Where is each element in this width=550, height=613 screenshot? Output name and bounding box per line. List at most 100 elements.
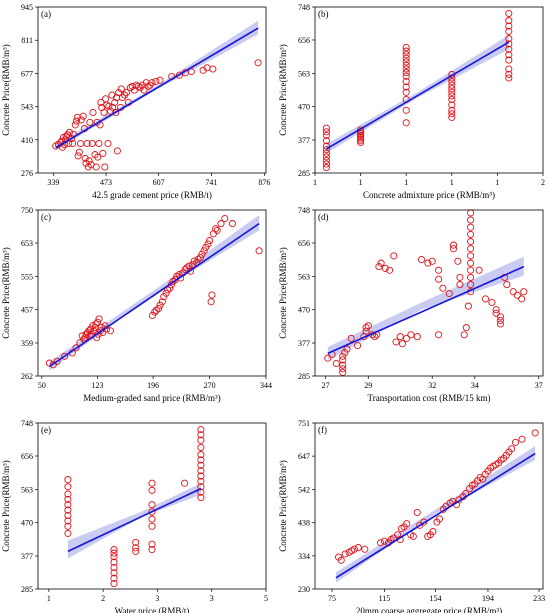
y-tick-label: 563 xyxy=(21,485,33,494)
data-point xyxy=(467,238,475,246)
data-point xyxy=(79,112,87,120)
data-point xyxy=(467,230,475,238)
y-tick-label: 750 xyxy=(21,206,33,215)
data-point xyxy=(454,257,462,265)
data-point xyxy=(505,9,513,18)
data-point xyxy=(402,65,410,73)
data-point xyxy=(339,365,347,373)
data-point xyxy=(413,508,421,517)
chart-panel-3: 50 123 196 270 344 262 359 457 555 653 750 (c) Mediu… xyxy=(1,206,272,403)
plot-frame xyxy=(37,422,267,590)
x-tick-label: 50 xyxy=(38,381,46,390)
x-tick-label: 1 xyxy=(359,178,363,187)
data-point xyxy=(64,495,72,503)
x-tick-label: 233 xyxy=(533,594,545,603)
data-point xyxy=(402,54,410,62)
data-point xyxy=(505,70,513,78)
data-point xyxy=(357,137,365,145)
regression-line xyxy=(67,487,202,553)
data-point xyxy=(148,479,156,487)
y-axis-label: Concrete Price(RMB/m³) xyxy=(1,460,11,551)
data-point xyxy=(448,92,456,100)
data-point xyxy=(169,277,177,285)
data-point xyxy=(357,138,365,147)
data-point xyxy=(175,71,184,79)
data-point xyxy=(398,340,406,348)
x-axis-label: 42.5 grade cement price (RMB/t) xyxy=(92,190,212,200)
data-point xyxy=(505,74,513,82)
data-point xyxy=(86,118,94,126)
data-point xyxy=(322,153,330,161)
data-point xyxy=(496,320,504,328)
x-tick-label: 473 xyxy=(100,178,112,187)
x-tick-label: 339 xyxy=(47,178,59,187)
y-axis-label: Concrete Price(RMB/m³) xyxy=(278,44,288,135)
y-tick-label: 470 xyxy=(298,103,310,112)
data-point xyxy=(209,65,217,73)
y-tick-label: 555 xyxy=(21,272,33,281)
data-point xyxy=(132,547,140,555)
data-point xyxy=(228,220,236,228)
data-point xyxy=(402,88,410,96)
y-axis-label: Concrete Price(RMB/m³) xyxy=(278,247,288,338)
data-point xyxy=(92,163,100,171)
data-point xyxy=(456,273,464,281)
data-point xyxy=(402,47,410,55)
data-point xyxy=(322,142,330,150)
data-point xyxy=(148,546,156,554)
data-point xyxy=(361,545,369,553)
data-point xyxy=(322,164,330,172)
data-point xyxy=(341,550,349,558)
data-point xyxy=(403,520,411,528)
data-point xyxy=(110,558,118,566)
x-tick-label: 29 xyxy=(364,381,372,390)
data-point xyxy=(339,361,347,369)
y-tick-label: 656 xyxy=(298,36,310,45)
panel-label: (c) xyxy=(41,212,51,222)
data-point xyxy=(505,27,513,35)
data-point xyxy=(402,61,410,69)
data-point xyxy=(132,544,140,552)
data-point xyxy=(357,135,365,143)
regression-line xyxy=(55,27,259,149)
data-point xyxy=(322,137,330,145)
data-point xyxy=(108,91,116,99)
data-point xyxy=(520,288,528,296)
confidence-band xyxy=(327,256,524,360)
y-tick-label: 647 xyxy=(298,452,310,461)
data-point xyxy=(343,345,351,353)
data-point xyxy=(148,508,156,516)
x-tick-label: 2 xyxy=(541,178,545,187)
data-point xyxy=(409,532,417,540)
data-point xyxy=(197,443,205,451)
y-tick-label: 457 xyxy=(21,306,33,315)
data-point xyxy=(208,291,216,299)
data-point xyxy=(189,260,197,268)
data-point xyxy=(322,124,330,132)
data-point xyxy=(467,273,475,281)
data-point xyxy=(72,344,80,352)
y-tick-label: 563 xyxy=(298,69,310,78)
data-point xyxy=(64,522,72,530)
y-tick-label: 377 xyxy=(298,136,310,145)
data-point xyxy=(152,306,160,314)
data-point xyxy=(402,78,410,86)
x-axis-label: Water price (RMB/t) xyxy=(115,606,190,613)
data-point xyxy=(206,237,214,245)
x-tick-label: 3 xyxy=(210,594,214,603)
data-point xyxy=(390,252,398,260)
data-point xyxy=(74,152,82,160)
y-tick-label: 285 xyxy=(298,372,310,381)
x-tick-label: 75 xyxy=(328,594,336,603)
data-point xyxy=(148,79,156,87)
y-tick-label: 656 xyxy=(298,239,310,248)
data-point xyxy=(217,220,225,228)
data-point xyxy=(76,139,85,148)
data-point xyxy=(357,130,365,138)
data-point xyxy=(221,214,229,223)
data-point xyxy=(92,320,100,328)
data-point xyxy=(105,102,113,110)
data-point xyxy=(109,103,117,112)
data-point xyxy=(134,82,142,90)
chart-panel-4: 27 29 32 34 37 285 377 470 563 656 748 (d) Transport… xyxy=(278,206,544,403)
